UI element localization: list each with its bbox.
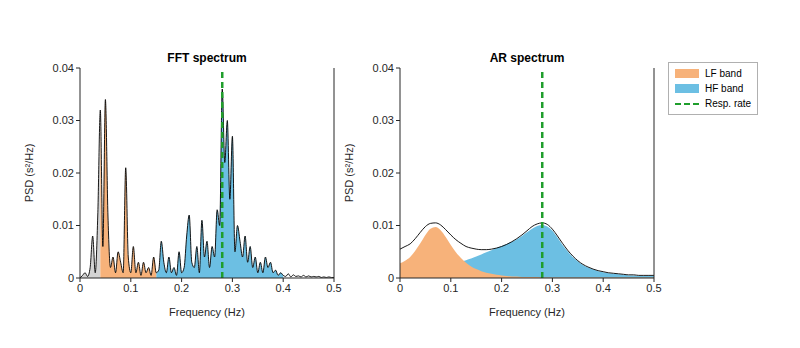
svg-text:0.3: 0.3 — [545, 282, 560, 294]
svg-text:Frequency (Hz): Frequency (Hz) — [489, 306, 565, 318]
svg-text:0.4: 0.4 — [596, 282, 611, 294]
svg-text:0.1: 0.1 — [123, 282, 138, 294]
svg-text:0.01: 0.01 — [53, 219, 74, 231]
svg-text:PSD (s²/Hz): PSD (s²/Hz) — [343, 144, 355, 203]
svg-text:0.02: 0.02 — [53, 167, 74, 179]
html-text:Resp. rate: Resp. rate — [705, 98, 752, 109]
html-text:LF band: LF band — [705, 68, 742, 79]
svg-text:0.04: 0.04 — [373, 62, 394, 74]
svg-text:0.4: 0.4 — [276, 282, 291, 294]
svg-text:PSD (s²/Hz): PSD (s²/Hz) — [23, 144, 35, 203]
svg-text:0.03: 0.03 — [373, 114, 394, 126]
svg-text:0: 0 — [77, 282, 83, 294]
svg-text:0.04: 0.04 — [53, 62, 74, 74]
svg-text:0.1: 0.1 — [443, 282, 458, 294]
svg-text:0: 0 — [397, 282, 403, 294]
svg-text:0.01: 0.01 — [373, 219, 394, 231]
svg-text:0.03: 0.03 — [53, 114, 74, 126]
html-text:FFT spectrum: FFT spectrum — [167, 51, 247, 65]
svg-text:0.02: 0.02 — [373, 167, 394, 179]
svg-text:0.3: 0.3 — [225, 282, 240, 294]
svg-text:0.5: 0.5 — [326, 282, 341, 294]
html-text:HF band: HF band — [705, 83, 744, 94]
svg-text:0: 0 — [68, 272, 74, 284]
svg-text:0.5: 0.5 — [646, 282, 661, 294]
svg-text:0.2: 0.2 — [174, 282, 189, 294]
html-text:AR spectrum: AR spectrum — [489, 51, 565, 65]
svg-text:0.2: 0.2 — [494, 282, 509, 294]
svg-text:Frequency (Hz): Frequency (Hz) — [169, 306, 245, 318]
svg-text:0: 0 — [388, 272, 394, 284]
